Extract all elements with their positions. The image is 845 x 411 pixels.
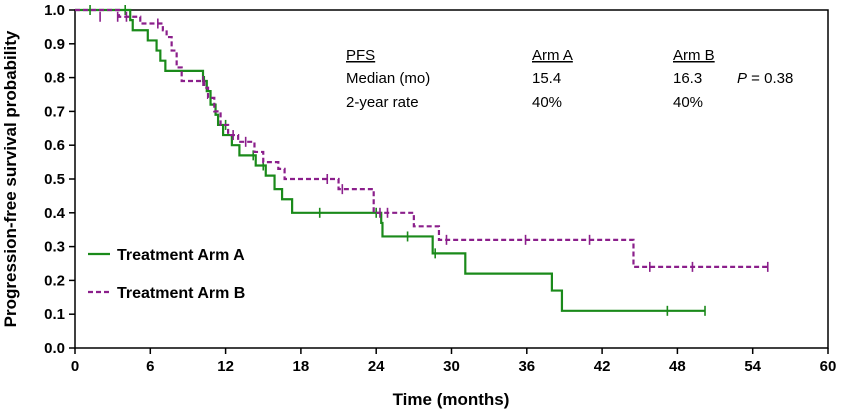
annotation-median-label: Median (mo) bbox=[346, 70, 430, 87]
annotation-p-number: = 0.38 bbox=[747, 70, 793, 87]
survival-curve-arm-b bbox=[75, 8, 768, 268]
pfs-annotation: PFS Arm A Arm B Median (mo) 15.4 16.3 P … bbox=[346, 47, 793, 111]
x-tick-label: 36 bbox=[518, 358, 535, 375]
annotation-p-label: P bbox=[737, 70, 747, 87]
x-tick-label: 0 bbox=[71, 358, 79, 375]
x-axis-ticks: 0 6 12 18 24 30 36 42 48 54 60 bbox=[71, 348, 837, 375]
x-tick-label: 48 bbox=[669, 358, 686, 375]
y-tick-label: 0.3 bbox=[44, 239, 65, 256]
annotation-median-arm-a: 15.4 bbox=[532, 70, 561, 87]
annotation-p-value: P = 0.38 bbox=[737, 70, 793, 87]
annotation-rate-arm-b: 40% bbox=[673, 94, 703, 111]
x-tick-label: 54 bbox=[744, 358, 761, 375]
annotation-header-pfs: PFS bbox=[346, 47, 375, 64]
x-tick-label: 18 bbox=[293, 358, 310, 375]
y-tick-label: 0.9 bbox=[44, 36, 65, 53]
x-tick-label: 42 bbox=[594, 358, 611, 375]
y-tick-label: 0.1 bbox=[44, 306, 65, 323]
annotation-header-arm-b: Arm B bbox=[673, 47, 715, 64]
y-tick-label: 0.2 bbox=[44, 272, 65, 289]
x-tick-label: 6 bbox=[146, 358, 154, 375]
y-tick-label: 0.7 bbox=[44, 103, 65, 120]
y-tick-label: 0.4 bbox=[44, 205, 66, 222]
y-axis-title: Progression-free survival probability bbox=[1, 30, 20, 327]
survival-curve-arm-a bbox=[75, 8, 706, 312]
annotation-rate-arm-a: 40% bbox=[532, 94, 562, 111]
x-axis-title: Time (months) bbox=[393, 390, 510, 409]
x-tick-label: 30 bbox=[443, 358, 460, 375]
annotation-rate-label: 2-year rate bbox=[346, 94, 419, 111]
y-axis-ticks: 0.0 0.1 0.2 0.3 0.4 0.5 0.6 0.7 0.8 0.9 1.0 bbox=[44, 2, 75, 357]
y-tick-label: 1.0 bbox=[44, 2, 65, 19]
y-tick-label: 0.0 bbox=[44, 340, 65, 357]
legend: Treatment Arm A Treatment Arm B bbox=[88, 247, 245, 302]
series-layer bbox=[75, 5, 769, 316]
annotation-header-arm-a: Arm A bbox=[532, 47, 573, 64]
legend-label-arm-a: Treatment Arm A bbox=[117, 247, 245, 264]
y-tick-label: 0.5 bbox=[44, 171, 65, 188]
legend-label-arm-b: Treatment Arm B bbox=[117, 285, 245, 302]
annotation-median-arm-b: 16.3 bbox=[673, 70, 702, 87]
x-tick-label: 60 bbox=[820, 358, 837, 375]
x-tick-label: 12 bbox=[217, 358, 234, 375]
x-tick-label: 24 bbox=[368, 358, 385, 375]
y-tick-label: 0.6 bbox=[44, 137, 65, 154]
y-tick-label: 0.8 bbox=[44, 70, 65, 87]
